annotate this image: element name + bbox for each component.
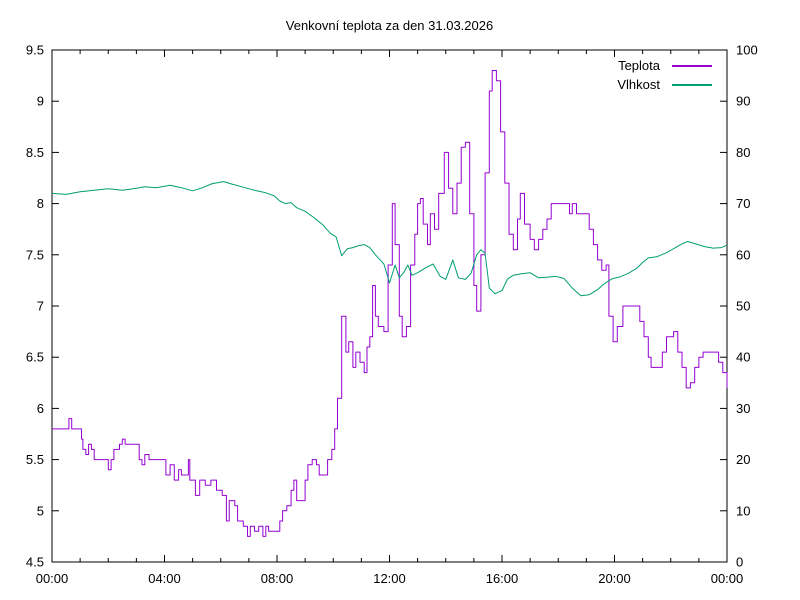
- y-left-tick-label: 4.5: [26, 555, 44, 570]
- y-left-tick-label: 5: [37, 503, 44, 518]
- y-left-tick-label: 7: [37, 299, 44, 314]
- x-tick-label: 16:00: [486, 571, 519, 586]
- y-left-tick-label: 8: [37, 196, 44, 211]
- vlhkost-line-swatch: [672, 83, 712, 86]
- y-left-tick-label: 8.5: [26, 145, 44, 160]
- y-left-tick-label: 5.5: [26, 452, 44, 467]
- x-tick-label: 00:00: [36, 571, 69, 586]
- legend-label-vlhkost: Vlhkost: [617, 77, 660, 92]
- y-right-tick-label: 100: [736, 43, 758, 58]
- legend-item-vlhkost: Vlhkost: [617, 75, 712, 94]
- teplota-series-line: [52, 70, 728, 537]
- chart-title: Venkovní teplota za den 31.03.2026: [285, 18, 494, 33]
- y-left-tick-label: 6.5: [26, 350, 44, 365]
- teplota-line-swatch: [672, 64, 712, 67]
- y-right-tick-label: 90: [736, 94, 750, 109]
- y-right-tick-label: 30: [736, 401, 750, 416]
- x-tick-label: 20:00: [598, 571, 631, 586]
- y-right-tick-label: 70: [736, 196, 750, 211]
- y-left-tick-label: 7.5: [26, 247, 44, 262]
- y-right-tick-label: 20: [736, 452, 750, 467]
- y-left-tick-label: 9.5: [26, 43, 44, 58]
- y-right-tick-label: 10: [736, 503, 750, 518]
- x-tick-label: 12:00: [373, 571, 406, 586]
- y-right-tick-label: 80: [736, 145, 750, 160]
- y-right-tick-label: 40: [736, 350, 750, 365]
- x-tick-label: 04:00: [148, 571, 181, 586]
- legend-label-teplota: Teplota: [618, 58, 660, 73]
- y-right-tick-label: 50: [736, 299, 750, 314]
- x-tick-label: 00:00: [711, 571, 744, 586]
- x-tick-label: 08:00: [261, 571, 294, 586]
- y-right-tick-label: 60: [736, 247, 750, 262]
- vlhkost-series-line: [51, 181, 728, 297]
- legend: Teplota Vlhkost: [617, 56, 712, 94]
- y-left-tick-label: 9: [37, 94, 44, 109]
- y-right-tick-label: 0: [736, 555, 743, 570]
- legend-item-teplota: Teplota: [617, 56, 712, 75]
- y-left-tick-label: 6: [37, 401, 44, 416]
